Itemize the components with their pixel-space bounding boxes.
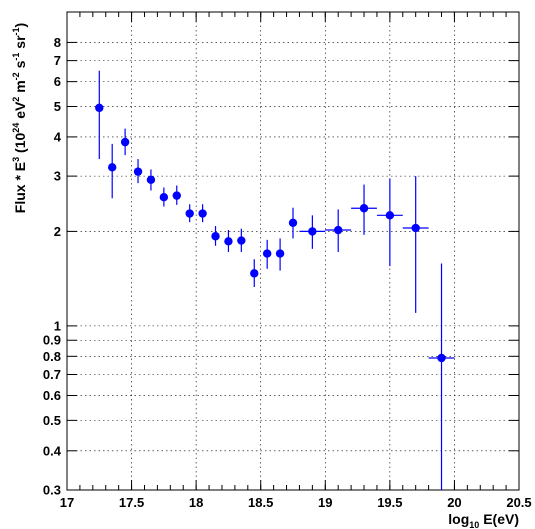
data-marker (250, 269, 258, 277)
data-marker (411, 224, 419, 232)
data-point (289, 208, 297, 239)
data-point (377, 178, 403, 266)
data-marker (276, 249, 284, 257)
x-tick-label: 18 (189, 495, 203, 510)
data-point (160, 187, 168, 206)
data-points (95, 71, 454, 490)
data-marker (160, 193, 168, 201)
x-tick-label: 19 (318, 495, 332, 510)
axis-ticks (67, 12, 519, 490)
y-tick-label: 2 (54, 224, 61, 239)
y-tick-label: 0.3 (43, 483, 61, 498)
data-marker (308, 227, 316, 235)
x-tick-label: 17.5 (119, 495, 144, 510)
y-tick-label: 0.6 (43, 388, 61, 403)
data-point (173, 186, 181, 205)
data-marker (147, 176, 155, 184)
y-tick-label: 6 (54, 74, 61, 89)
data-point (299, 215, 325, 248)
data-marker (185, 209, 193, 217)
y-tick-label: 0.5 (43, 413, 61, 428)
data-point (211, 226, 219, 246)
data-marker (289, 219, 297, 227)
x-tick-label: 20 (447, 495, 461, 510)
data-marker (386, 211, 394, 219)
data-point (250, 259, 258, 287)
y-tick-labels: 0.3 0.4 0.5 0.6 0.7 0.80.91 2 3 4 5 6 7 8 (43, 35, 62, 498)
y-tick-label: 0.4 (43, 443, 62, 458)
data-marker (224, 237, 232, 245)
data-point (108, 144, 116, 198)
y-tick-label: 0.9 (43, 333, 61, 348)
data-point (429, 264, 455, 490)
data-marker (237, 236, 245, 244)
y-tick-label: 0.8 (43, 349, 61, 364)
data-marker (134, 167, 142, 175)
y-axis-label: Flux * E3 (1024 eV2 m-2 s-1 sr-1) (11, 23, 28, 213)
x-tick-labels: 17 17.5 18 18.5 19 19.5 20 20.5 (60, 495, 532, 510)
data-point (351, 185, 377, 235)
data-marker (173, 191, 181, 199)
data-point (263, 240, 271, 269)
data-point (121, 129, 129, 155)
plot-frame (67, 12, 519, 490)
grid-lines (67, 12, 519, 490)
y-tick-label: 4 (54, 129, 62, 144)
data-point (147, 169, 155, 190)
data-marker (121, 138, 129, 146)
data-point (185, 204, 193, 222)
data-marker (437, 354, 445, 362)
x-tick-label: 19.5 (377, 495, 402, 510)
data-marker (198, 209, 206, 217)
y-tick-label: 0.7 (43, 367, 61, 382)
data-point (224, 230, 232, 252)
x-tick-label: 17 (60, 495, 74, 510)
y-tick-label: 7 (54, 53, 61, 68)
data-point (237, 229, 245, 252)
data-marker (263, 249, 271, 257)
data-point (134, 159, 142, 183)
data-marker (211, 232, 219, 240)
y-tick-label: 5 (54, 99, 61, 114)
x-tick-label: 20.5 (506, 495, 531, 510)
y-tick-label: 3 (54, 169, 61, 184)
data-marker (360, 204, 368, 212)
x-tick-label: 18.5 (248, 495, 273, 510)
data-marker (334, 226, 342, 234)
data-point (95, 71, 103, 159)
y-tick-label: 1 (54, 318, 61, 333)
data-marker (95, 104, 103, 112)
data-marker (108, 163, 116, 171)
data-point (325, 209, 351, 252)
x-axis-label: log10 E(eV) (448, 511, 519, 529)
data-point (403, 176, 429, 313)
data-point (276, 238, 284, 270)
data-point (198, 204, 206, 222)
y-tick-label: 8 (54, 35, 61, 50)
